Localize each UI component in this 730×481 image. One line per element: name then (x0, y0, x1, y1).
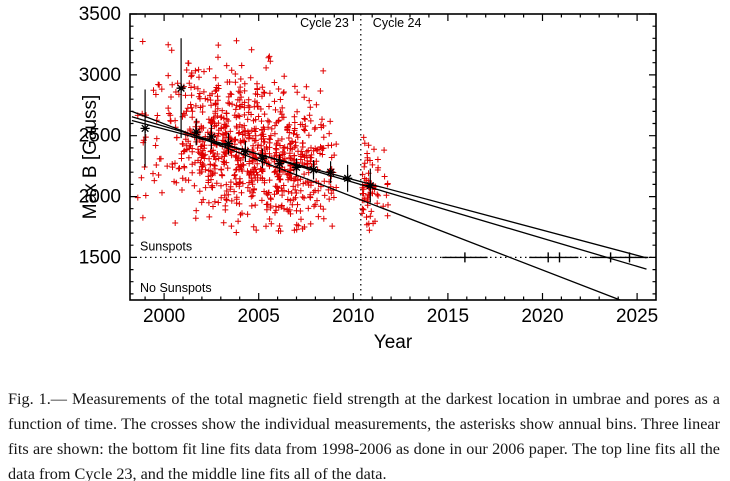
y-tick-label: 1500 (79, 247, 121, 268)
annual-bin-points (140, 38, 375, 203)
x-axis-title: Year (374, 332, 413, 353)
measurement-crosses (134, 37, 391, 236)
cycle24-label: Cycle 24 (373, 16, 422, 30)
axes: 2000 2005 2010 2015 2020 2025 1500 2000 2500 3000… (79, 4, 659, 353)
fit-lines (131, 110, 647, 301)
threshold-crossing-ticks (442, 252, 649, 263)
bin-asterisks (140, 83, 375, 191)
x-tick-label: 2015 (427, 306, 469, 327)
fit-middle-all-data (131, 116, 647, 270)
y-axis-title: Max B [Gauss] (80, 95, 101, 220)
plot-frame (129, 13, 657, 301)
cycle23-label: Cycle 23 (300, 16, 349, 30)
tick-marks (130, 13, 656, 300)
y-tick-label: 2000 (79, 187, 121, 208)
sunspots-label: Sunspots (140, 239, 192, 253)
x-tick-label: 2025 (616, 306, 658, 327)
x-tick-label: 2010 (332, 306, 374, 327)
figure-plot: 2000 2005 2010 2015 2020 2025 1500 2000 2500 3000… (79, 4, 659, 353)
x-tick-label: 2000 (143, 306, 185, 327)
no-sunspots-label: No Sunspots (140, 281, 212, 295)
x-tick-label: 2005 (238, 306, 280, 327)
y-tick-label: 3000 (79, 65, 121, 86)
figure-caption: Fig. 1.— Measurements of the total magne… (8, 390, 720, 481)
fit-top-cycle23 (131, 119, 647, 259)
x-tick-label: 2020 (521, 306, 563, 327)
y-tick-label: 3500 (79, 4, 121, 25)
y-tick-label: 2500 (79, 126, 121, 147)
plot-annotations: Cycle 23 Cycle 24 Sunspots No Sunspots (140, 16, 421, 295)
